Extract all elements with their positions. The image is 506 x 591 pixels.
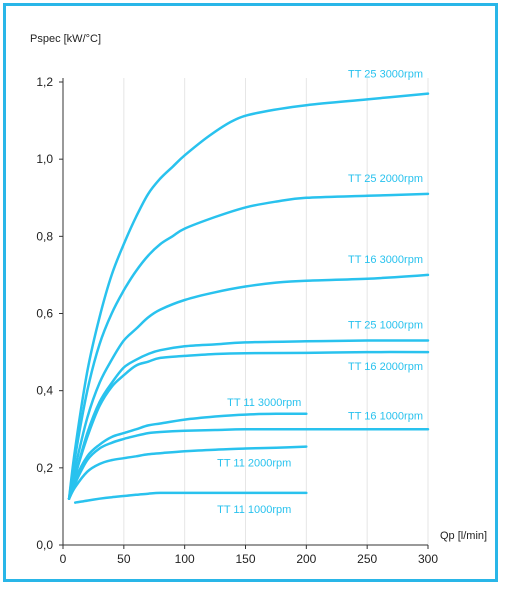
x-tick-label: 250 bbox=[357, 552, 377, 566]
x-axis-label: Qp [l/min] bbox=[440, 530, 487, 542]
series-line bbox=[67, 92, 430, 500]
series-label: TT 16 1000rpm bbox=[348, 410, 423, 422]
y-tick-label: 1,2 bbox=[36, 75, 53, 89]
series-line bbox=[67, 273, 430, 500]
series-label: TT 25 3000rpm bbox=[348, 69, 423, 81]
chart-lines bbox=[67, 92, 430, 504]
y-axis-label: Pspec [kW/°C] bbox=[30, 33, 101, 45]
series-label: TT 11 1000rpm bbox=[217, 504, 291, 516]
series-line bbox=[67, 445, 308, 500]
series-line bbox=[67, 427, 430, 500]
series-line bbox=[73, 491, 308, 504]
series-line bbox=[67, 412, 308, 500]
series-label: TT 16 3000rpm bbox=[348, 254, 423, 266]
series-label: TT 25 1000rpm bbox=[348, 320, 423, 332]
series-label: TT 11 2000rpm bbox=[217, 458, 291, 470]
y-tick-label: 1,0 bbox=[36, 152, 53, 166]
y-tick-label: 0,6 bbox=[36, 307, 53, 321]
x-tick-label: 200 bbox=[296, 552, 316, 566]
x-tick-label: 50 bbox=[117, 552, 131, 566]
x-tick-label: 150 bbox=[235, 552, 255, 566]
series-line bbox=[67, 192, 430, 500]
x-tick-label: 0 bbox=[60, 552, 67, 566]
series-line bbox=[67, 350, 430, 500]
x-tick-label: 300 bbox=[418, 552, 438, 566]
chart-frame bbox=[3, 3, 498, 582]
series-label: TT 16 2000rpm bbox=[348, 361, 423, 373]
chart-axes: 0,0 0,2 0,4 0,6 0,8 1,0 1,2 0 50 100 150 200 250 300 bbox=[36, 75, 438, 566]
y-tick-label: 0,8 bbox=[36, 229, 53, 243]
chart-grid bbox=[123, 78, 429, 545]
series-label: TT 11 3000rpm bbox=[227, 397, 301, 409]
x-tick-label: 100 bbox=[175, 552, 195, 566]
y-tick-label: 0,4 bbox=[36, 384, 53, 398]
chart-series-labels: TT 25 3000rpm TT 25 2000rpm TT 16 3000rpm T… bbox=[217, 69, 423, 516]
series-label: TT 25 2000rpm bbox=[348, 173, 423, 185]
y-tick-label: 0,0 bbox=[36, 538, 53, 552]
series-line bbox=[67, 339, 430, 500]
y-tick-label: 0,2 bbox=[36, 461, 53, 475]
